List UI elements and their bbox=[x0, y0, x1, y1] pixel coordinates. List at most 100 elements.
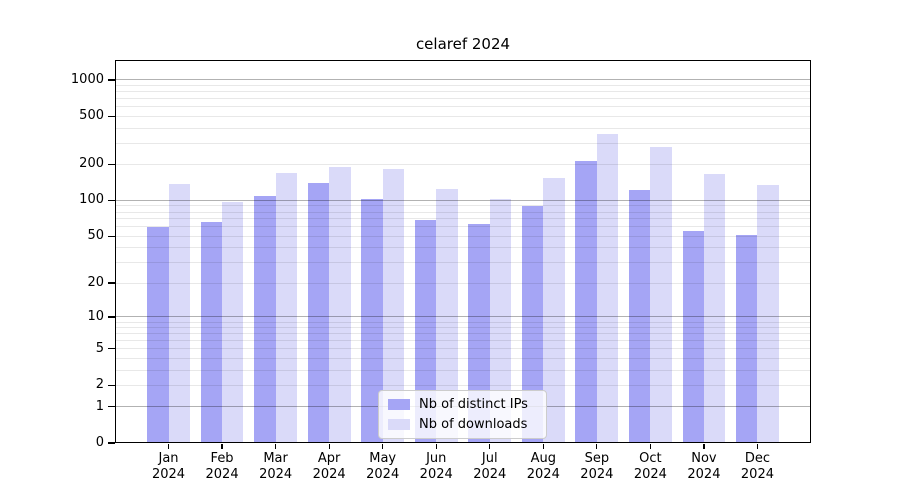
x-tick-label-line: 2024 bbox=[419, 467, 453, 482]
y-tick-label: 200 bbox=[79, 156, 104, 172]
chart-title: celaref 2024 bbox=[415, 35, 511, 53]
x-tick-label-line: Apr bbox=[317, 451, 341, 466]
x-tick-label-line: Jan bbox=[158, 451, 179, 466]
y-tick-label: 500 bbox=[79, 108, 104, 124]
x-tick-label: Aug 2024 bbox=[511, 451, 575, 483]
gridline-minor bbox=[115, 327, 811, 329]
x-tick-mark bbox=[275, 444, 277, 449]
gridline-minor bbox=[115, 211, 811, 213]
x-tick-label-line: 2024 bbox=[580, 467, 614, 482]
x-tick-label-line: Nov bbox=[691, 451, 717, 466]
bar-downloads-sep bbox=[596, 134, 619, 443]
gridline-minor bbox=[115, 247, 811, 249]
gridline-minor bbox=[115, 84, 811, 86]
x-tick-label-line: Sep bbox=[584, 451, 610, 466]
gridline-minor bbox=[115, 226, 811, 228]
bars-layer bbox=[115, 60, 811, 443]
y-tick-mark bbox=[108, 442, 115, 444]
gridline-minor bbox=[115, 235, 811, 237]
gridline-minor bbox=[115, 163, 811, 165]
bar-downloads-jan bbox=[168, 183, 190, 443]
x-tick-label: Nov 2024 bbox=[672, 451, 736, 483]
bar-ips-oct bbox=[628, 190, 651, 443]
x-tick-label-line: Dec bbox=[744, 451, 771, 466]
bar-downloads-feb bbox=[222, 201, 244, 443]
legend-item-distinct-ips: Nb of distinct IPs bbox=[388, 397, 536, 412]
x-tick-label: Feb 2024 bbox=[190, 451, 254, 483]
y-tick-mark bbox=[108, 115, 115, 117]
bar-ips-jan bbox=[147, 226, 169, 443]
x-tick-mark bbox=[382, 444, 384, 449]
x-tick-mark bbox=[542, 444, 544, 449]
gridline-minor bbox=[115, 384, 811, 386]
x-tick-label: Sep 2024 bbox=[565, 451, 629, 483]
x-tick-label: Dec 2024 bbox=[725, 451, 789, 483]
y-tick-mark bbox=[108, 316, 115, 318]
y-tick-mark bbox=[108, 384, 115, 386]
x-tick-mark bbox=[435, 444, 437, 449]
legend: Nb of distinct IPs Nb of downloads bbox=[378, 390, 547, 439]
gridlines-layer bbox=[115, 60, 811, 443]
x-tick-label-line: Oct bbox=[639, 451, 662, 466]
gridline-major bbox=[115, 316, 811, 318]
gridline-minor bbox=[115, 333, 811, 335]
bar-downloads-dec bbox=[757, 185, 779, 443]
x-tick-label: Oct 2024 bbox=[618, 451, 682, 483]
gridline-minor bbox=[115, 218, 811, 220]
gridline-minor bbox=[115, 115, 811, 117]
gridline-minor bbox=[115, 142, 811, 144]
x-tick-label: Jul 2024 bbox=[458, 451, 522, 483]
x-tick-mark bbox=[703, 444, 705, 449]
x-tick-label-line: 2024 bbox=[687, 467, 721, 482]
y-tick-label: 5 bbox=[95, 340, 104, 356]
y-tick-mark bbox=[108, 235, 115, 237]
x-tick-label-line: 2024 bbox=[366, 467, 400, 482]
y-tick-mark bbox=[108, 405, 115, 408]
bar-ips-feb bbox=[200, 222, 223, 443]
legend-item-downloads: Nb of downloads bbox=[388, 417, 536, 432]
x-tick-mark bbox=[167, 444, 170, 449]
y-tick-label: 0 bbox=[95, 435, 104, 450]
x-tick-mark bbox=[756, 444, 759, 449]
x-tick-label: Jun 2024 bbox=[404, 451, 468, 483]
x-tick-label-line: Jun bbox=[426, 451, 447, 466]
legend-swatch-ips bbox=[388, 399, 410, 410]
bar-downloads-nov bbox=[703, 174, 726, 443]
y-tick-mark bbox=[108, 79, 115, 81]
x-tick-label-line: Jul bbox=[481, 451, 498, 466]
x-tick-mark bbox=[221, 444, 223, 449]
x-tick-label-line: Mar bbox=[263, 451, 288, 466]
y-tick-label: 20 bbox=[87, 275, 104, 290]
bar-ips-nov bbox=[682, 230, 704, 443]
gridline-minor bbox=[115, 321, 811, 323]
y-tick-label: 2 bbox=[95, 377, 104, 393]
x-tick-label-line: May bbox=[369, 451, 397, 466]
gridline-minor bbox=[115, 357, 811, 359]
gridline-minor bbox=[115, 369, 811, 371]
x-tick-label-line: 2024 bbox=[473, 467, 507, 482]
y-tick-mark bbox=[108, 163, 115, 165]
gridline-minor bbox=[115, 91, 811, 93]
gridline-minor bbox=[115, 106, 811, 108]
x-tick-label-line: 2024 bbox=[633, 467, 667, 482]
y-tick-mark bbox=[108, 199, 115, 202]
gridline-major bbox=[115, 199, 811, 201]
y-tick-mark bbox=[108, 348, 115, 350]
gridline-minor bbox=[115, 348, 811, 350]
x-tick-label-line: 2024 bbox=[259, 467, 293, 482]
y-tick-label: 1 bbox=[95, 398, 104, 414]
x-tick-label: May 2024 bbox=[351, 451, 415, 483]
gridline-minor bbox=[115, 205, 811, 207]
gridline-minor bbox=[115, 340, 811, 342]
gridline-minor bbox=[115, 127, 811, 129]
bar-downloads-apr bbox=[329, 166, 351, 443]
x-tick-label-line: 2024 bbox=[740, 467, 774, 482]
legend-label-distinct-ips: Nb of distinct IPs bbox=[419, 397, 528, 412]
y-tick-label: 100 bbox=[79, 192, 104, 208]
gridline-minor bbox=[115, 262, 811, 264]
bar-ips-dec bbox=[736, 235, 758, 443]
y-tick-label: 50 bbox=[87, 228, 104, 244]
bar-downloads-oct bbox=[650, 147, 672, 443]
bar-downloads-mar bbox=[275, 172, 298, 443]
